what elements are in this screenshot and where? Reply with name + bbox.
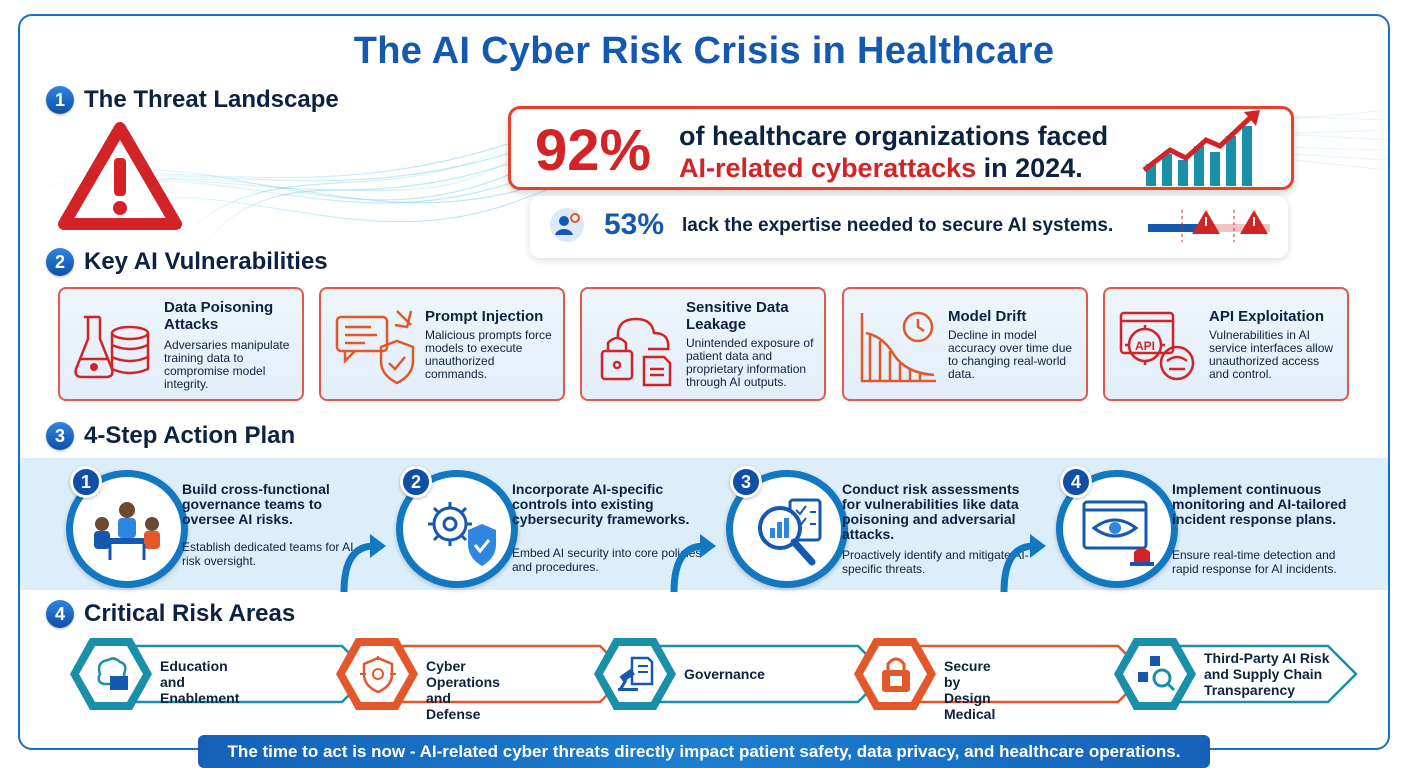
- rising-chart-icon: [1142, 110, 1260, 186]
- cloud-lock-icon: [600, 317, 672, 387]
- shield-circuit-icon: [360, 656, 396, 694]
- padlock-chip-icon: [882, 657, 910, 692]
- vulnerability-title: Model Drift: [948, 308, 1027, 325]
- section-title: 4-Step Action Plan: [84, 422, 296, 449]
- step-title: Implement continuous monitoring and AI-t…: [1172, 481, 1347, 527]
- step-sub: Establish dedicated teams for AI risk ov…: [182, 540, 354, 568]
- vulnerability-card-model-drift: Model Drift Decline in model accuracy ov…: [842, 287, 1088, 401]
- vulnerability-card-data-poisoning: Data Poisoning Attacks Adversaries manip…: [58, 287, 304, 401]
- sub-stat-card: 53% lack the expertise needed to secure …: [530, 196, 1288, 258]
- page-title: The AI Cyber Risk Crisis in Healthcare: [353, 30, 1055, 72]
- vulnerability-card-prompt-injection: Prompt Injection Malicious prompts force…: [319, 287, 565, 401]
- section-title: The Threat Landscape: [84, 86, 339, 113]
- supply-chain-icon: [1138, 656, 1176, 692]
- main-stat-highlight: AI-related cyberattacks: [679, 153, 977, 183]
- section-number: 2: [46, 248, 74, 276]
- step-title: Build cross-functional governance teams …: [182, 481, 330, 527]
- arrow-icon: [670, 534, 716, 593]
- declining-chart-icon: [860, 311, 936, 383]
- vulnerability-desc: Unintended exposure of patient data and …: [686, 336, 814, 389]
- svg-text:API: API: [1135, 339, 1155, 353]
- risk-label: Governance: [684, 666, 765, 682]
- step-title: Incorporate AI-specific controls into ex…: [512, 481, 690, 527]
- main-stat-line1: of healthcare organizations faced: [679, 121, 1109, 151]
- gear-shield-icon: [428, 502, 496, 566]
- risk-hexagon: [336, 638, 418, 710]
- step-number: 1: [70, 466, 102, 498]
- risk-gauge-icon: [1148, 210, 1270, 242]
- vulnerability-title: Data Poisoning Attacks: [164, 299, 274, 333]
- sub-stat-value: 53%: [604, 208, 665, 241]
- risk-label: Education and Enablement: [160, 658, 240, 706]
- api-hacker-icon: API: [1119, 311, 1195, 381]
- main-stat-value: 92%: [535, 118, 652, 183]
- main-stat-line2: AI-related cyberattacks in 2024.: [679, 153, 1083, 184]
- risk-label: Secure by Design Medical: [944, 658, 996, 722]
- vulnerability-desc: Malicious prompts force models to execut…: [425, 328, 552, 381]
- vulnerability-desc: Decline in model accuracy over time due …: [948, 328, 1073, 381]
- expert-user-icon: [550, 208, 584, 242]
- sub-stat-text: lack the expertise needed to secure AI s…: [682, 215, 1114, 236]
- magnifier-report-icon: [758, 498, 822, 566]
- vulnerability-card-data-leakage: Sensitive Data Leakage Unintended exposu…: [580, 287, 826, 401]
- section-threat-landscape: 1 The Threat Landscape: [46, 86, 339, 114]
- risk-label: Third-Party AI Risk and Supply Chain Tra…: [1204, 650, 1330, 698]
- gavel-document-icon: [618, 656, 654, 691]
- section-critical-risk-areas: 4 Critical Risk Areas: [46, 600, 295, 628]
- section-title: Key AI Vulnerabilities: [84, 248, 328, 275]
- section-title: Critical Risk Areas: [84, 600, 296, 627]
- section-number: 4: [46, 600, 74, 628]
- step-number: 3: [730, 466, 762, 498]
- step-title: Conduct risk assessments for vulnerabili…: [842, 481, 1020, 542]
- section-number: 3: [46, 422, 74, 450]
- vulnerability-desc: Vulnerabilities in AI service interfaces…: [1209, 328, 1334, 381]
- vulnerability-title: Sensitive Data Leakage: [686, 299, 789, 333]
- team-meeting-icon: [94, 502, 160, 560]
- prompt-shield-icon: [335, 310, 415, 385]
- arrow-icon: [1000, 534, 1046, 593]
- section-action-plan: 3 4-Step Action Plan: [46, 422, 295, 450]
- vulnerability-title: Prompt Injection: [425, 308, 544, 325]
- step-sub: Embed AI security into core policies and…: [512, 546, 702, 574]
- vulnerability-title: API Exploitation: [1209, 308, 1325, 325]
- flask-database-icon: [74, 315, 150, 379]
- risk-label: Cyber Operations and Defense: [426, 658, 500, 722]
- warning-icon: [58, 122, 182, 230]
- section-vulnerabilities: 2 Key AI Vulnerabilities: [46, 248, 328, 276]
- call-to-action-banner: The time to act is now - AI-related cybe…: [198, 735, 1210, 768]
- vulnerability-desc: Adversaries manipulate training data to …: [164, 338, 290, 391]
- step-number: 4: [1060, 466, 1092, 498]
- brain-book-icon: [97, 657, 128, 690]
- arrow-icon: [340, 534, 386, 593]
- step-sub: Proactively identify and mitigate AI-spe…: [842, 548, 1029, 576]
- step-sub: Ensure real-time detection and rapid res…: [1172, 548, 1337, 576]
- step-number: 2: [400, 466, 432, 498]
- monitor-eye-icon: [1082, 500, 1154, 566]
- section-number: 1: [46, 86, 74, 114]
- vulnerability-card-api-exploitation: API API Exploitation Vulnerabilities in …: [1103, 287, 1349, 401]
- main-stat-line2-rest: in 2024.: [976, 153, 1083, 183]
